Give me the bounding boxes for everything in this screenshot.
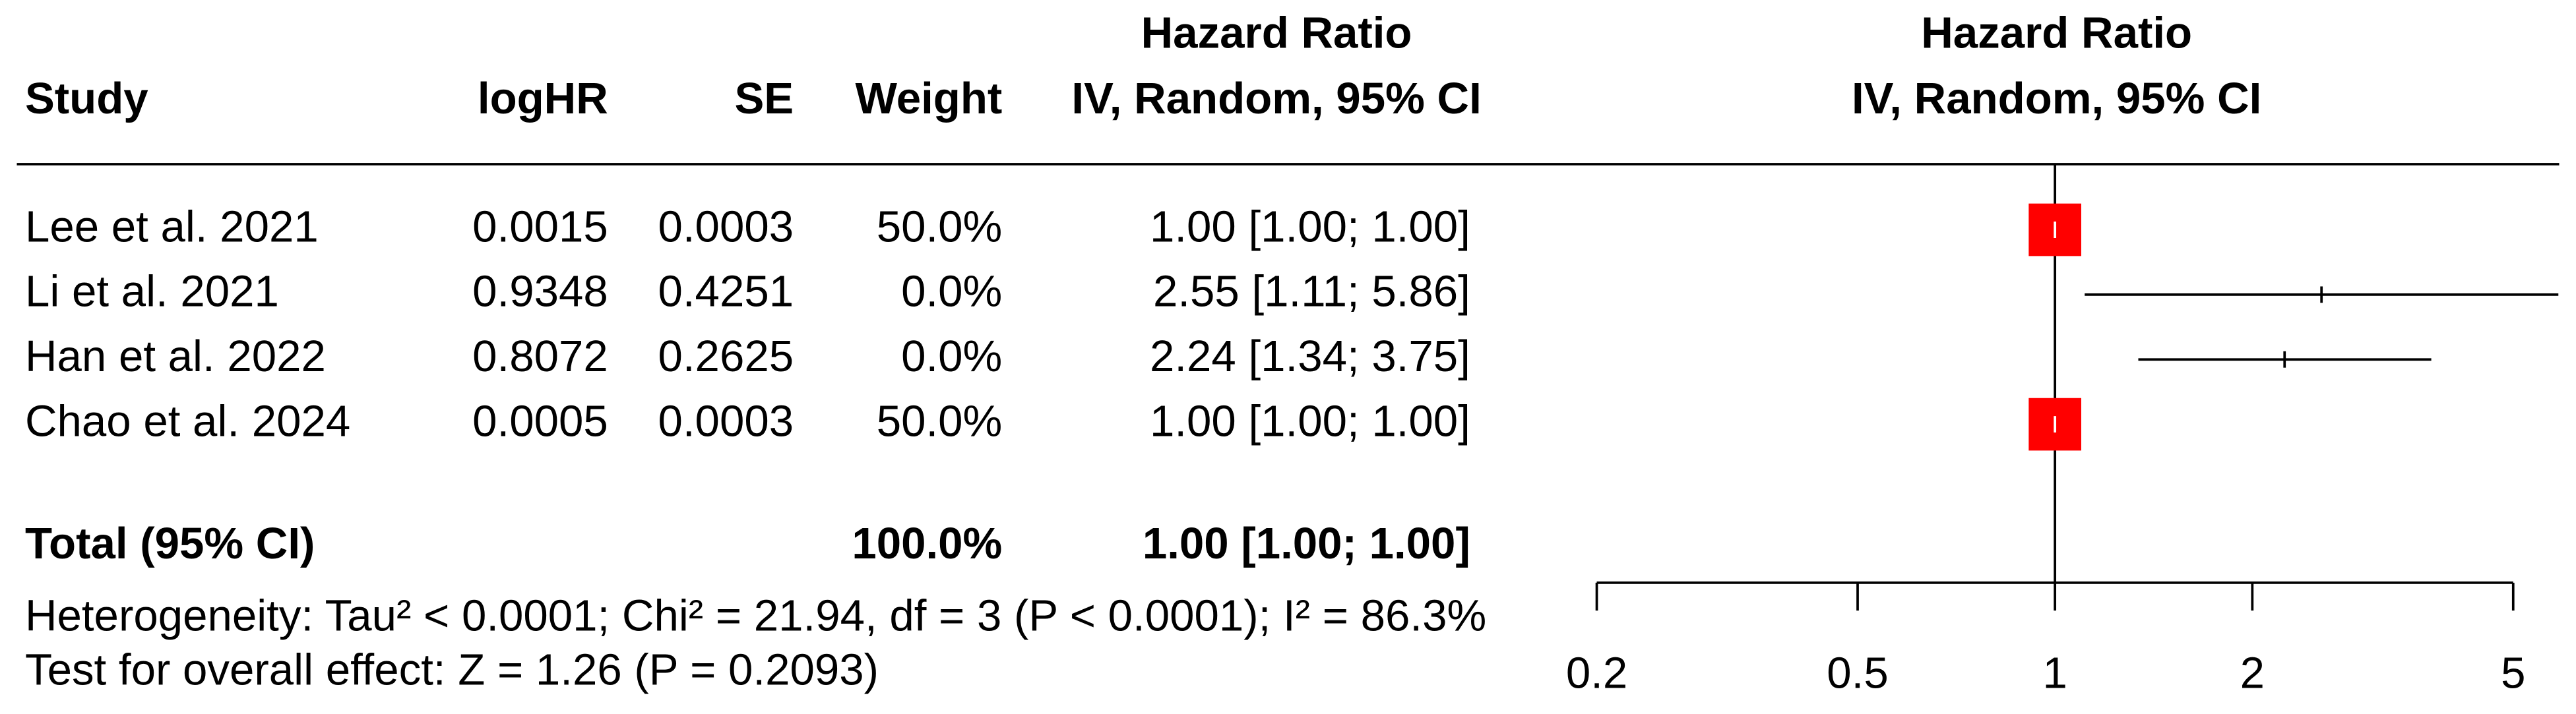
hr-ci: 2.24 [1.34; 3.75]	[1150, 332, 1470, 381]
loghr-header: logHR	[478, 74, 608, 123]
se: 0.0003	[658, 396, 794, 446]
weight: 50.0%	[877, 202, 1003, 251]
study-name: Lee et al. 2021	[25, 202, 319, 251]
x-tick-label: 1	[2042, 648, 2067, 698]
plot-header: IV, Random, 95% CI	[1852, 74, 2261, 123]
loghr: 0.0005	[472, 396, 608, 446]
study-name: Chao et al. 2024	[25, 396, 350, 446]
x-tick-label: 5	[2501, 648, 2525, 698]
hr-ci: 2.55 [1.11; 5.86]	[1153, 267, 1470, 316]
study-header: Study	[25, 74, 148, 123]
total-weight: 100.0%	[852, 519, 1002, 568]
hr-ci: 1.00 [1.00; 1.00]	[1150, 202, 1470, 251]
plot-header: Hazard Ratio	[1921, 9, 2192, 58]
weight: 0.0%	[901, 332, 1002, 381]
loghr: 0.9348	[472, 267, 608, 316]
loghr: 0.8072	[472, 332, 608, 381]
se-header: SE	[734, 74, 794, 123]
loghr: 0.0015	[472, 202, 608, 251]
x-tick-label: 0.2	[1566, 648, 1627, 698]
study-name: Han et al. 2022	[25, 332, 326, 381]
total-hr-ci: 1.00 [1.00; 1.00]	[1143, 519, 1470, 568]
heterogeneity: Heterogeneity: Tau² < 0.0001; Chi² = 21.…	[25, 591, 1486, 640]
weight: 0.0%	[901, 267, 1002, 316]
study-name: Li et al. 2021	[25, 267, 279, 316]
se: 0.0003	[658, 202, 794, 251]
hr-header: Hazard Ratio	[1141, 9, 1412, 58]
se: 0.4251	[658, 267, 794, 316]
weight-header: Weight	[856, 74, 1003, 123]
hr-header: IV, Random, 95% CI	[1071, 74, 1481, 123]
overall-effect: Test for overall effect: Z = 1.26 (P = 0…	[25, 645, 879, 695]
se: 0.2625	[658, 332, 794, 381]
x-tick-label: 2	[2240, 648, 2265, 698]
total-name: Total (95% CI)	[25, 519, 315, 568]
x-tick-label: 0.5	[1827, 648, 1888, 698]
weight: 50.0%	[877, 396, 1003, 446]
hr-ci: 1.00 [1.00; 1.00]	[1150, 396, 1470, 446]
